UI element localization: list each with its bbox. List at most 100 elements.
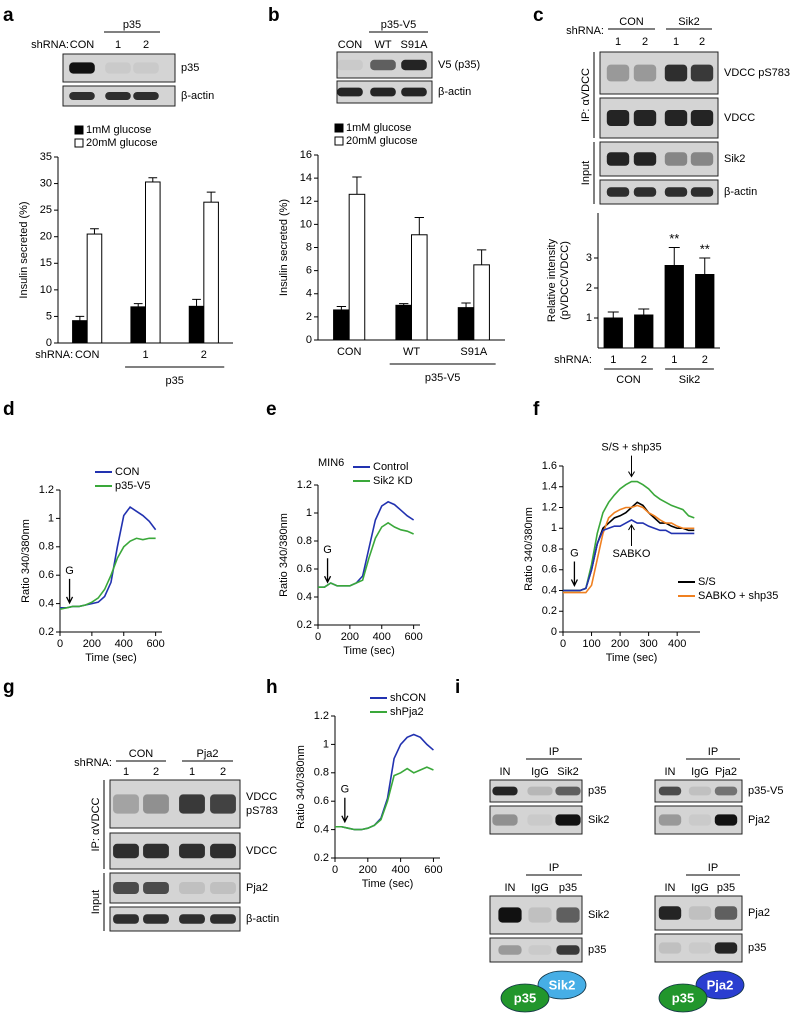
blot-band [528, 945, 552, 955]
blot-row-label: p35 [588, 944, 606, 956]
blot-lane: CON [70, 39, 95, 51]
blot-band [210, 882, 236, 894]
line [59, 537, 156, 611]
y-tick-label: 6 [306, 265, 312, 277]
blot-band [664, 187, 688, 197]
legend-label: Control [373, 461, 408, 473]
blot-lane: IN [665, 882, 676, 894]
blot-band [690, 110, 714, 126]
x-tick-label: 600 [424, 864, 442, 876]
legend-swatch [74, 125, 84, 135]
legend-label: shCON [390, 692, 426, 704]
blot-band [714, 814, 738, 826]
blot-strip [489, 779, 583, 803]
legend-swatch [74, 138, 84, 148]
blot-band [658, 814, 682, 826]
error-bar [638, 308, 650, 315]
y-tick-label: 1 [48, 512, 54, 524]
y-axis-label: (pVDCC/VDCC) [559, 241, 571, 320]
significance: ** [669, 231, 679, 246]
error-bar [352, 176, 362, 195]
panel-letter: c [533, 5, 544, 26]
y-tick-label: 5 [46, 310, 52, 322]
blot-band [688, 814, 712, 826]
line [335, 733, 434, 831]
y-tick-label: 2 [586, 282, 592, 294]
blot-header: p35 [123, 19, 141, 31]
x-tick-label: CON [75, 349, 100, 361]
blot-lane: p35 [717, 882, 735, 894]
y-tick-label: 0.6 [297, 563, 312, 575]
blot-band [210, 794, 236, 814]
protein-label: p35 [514, 990, 536, 1005]
x-tick-label: 600 [404, 631, 422, 643]
y-tick-label: 0 [551, 626, 557, 638]
bar [348, 193, 366, 341]
blot-row-label: VDCC [246, 845, 277, 857]
x-axis-label: Time (sec) [606, 652, 658, 664]
blot-band [143, 914, 169, 924]
y-tick-label: 8 [306, 241, 312, 253]
panel-letter: b [268, 5, 280, 26]
x-tick-label: 0 [315, 631, 321, 643]
arrow-label: G [570, 547, 579, 559]
y-axis-label: Insulin secreted (%) [278, 199, 290, 296]
blot-group: CON [129, 748, 154, 760]
x-tick-label: 200 [341, 631, 359, 643]
error-bar [414, 216, 424, 235]
legend-swatch [334, 123, 344, 133]
blot-header: IP [708, 746, 718, 758]
x-tick-label: 2 [201, 349, 207, 361]
blot-band [606, 64, 630, 82]
bar [72, 320, 88, 344]
legend-label: CON [115, 466, 140, 478]
x-tick-label: 2 [641, 354, 647, 366]
group-label: CON [616, 374, 641, 386]
blot-band [179, 882, 205, 894]
blot-band [133, 92, 159, 100]
error-bar [699, 257, 711, 275]
annotation-arrow [628, 523, 635, 546]
y-tick-label: 0.6 [542, 564, 557, 576]
blot-band [179, 794, 205, 814]
y-tick-label: 1.2 [314, 710, 329, 722]
blot-lane: IN [500, 766, 511, 778]
x-tick-label: 400 [373, 631, 391, 643]
bar [411, 234, 428, 341]
blot-band [688, 786, 712, 796]
x-tick-label: 1 [142, 349, 148, 361]
error-bar [668, 247, 680, 266]
arrow-label: G [323, 544, 332, 556]
annotation: S/S + shp35 [601, 441, 661, 453]
blot-band [401, 87, 427, 97]
error-bar [336, 305, 347, 310]
blot-band [714, 942, 738, 954]
y-tick-label: 0.2 [39, 626, 54, 638]
x-tick-label: WT [403, 346, 420, 358]
blot-band [688, 942, 712, 954]
blot-band [179, 914, 205, 924]
group-label: p35 [165, 375, 183, 387]
y-tick-label: 0.2 [297, 619, 312, 631]
x-tick-label: 400 [115, 638, 133, 650]
blot-lane: 1 [189, 766, 195, 778]
bar [634, 314, 654, 349]
y-tick-label: 1.2 [542, 501, 557, 513]
blot-row-label: β-actin [181, 90, 214, 102]
y-tick-label: 1.6 [542, 460, 557, 472]
error-bar [192, 298, 201, 307]
blot-band [113, 914, 139, 924]
blot-band [113, 794, 139, 814]
legend-label: 20mM glucose [346, 135, 418, 147]
x-tick-label: 0 [57, 638, 63, 650]
y-tick-label: 0.6 [39, 569, 54, 581]
y-tick-label: 0 [46, 337, 52, 349]
blot-header: IP [549, 862, 559, 874]
x-axis-label: Time (sec) [362, 878, 414, 890]
error-bar [90, 228, 99, 235]
y-tick-label: 0.8 [542, 543, 557, 555]
blot-prefix: shRNA: [31, 39, 69, 51]
blot-band [714, 906, 738, 920]
blot-lane: 1 [673, 36, 679, 48]
panel-letter: i [455, 677, 460, 698]
